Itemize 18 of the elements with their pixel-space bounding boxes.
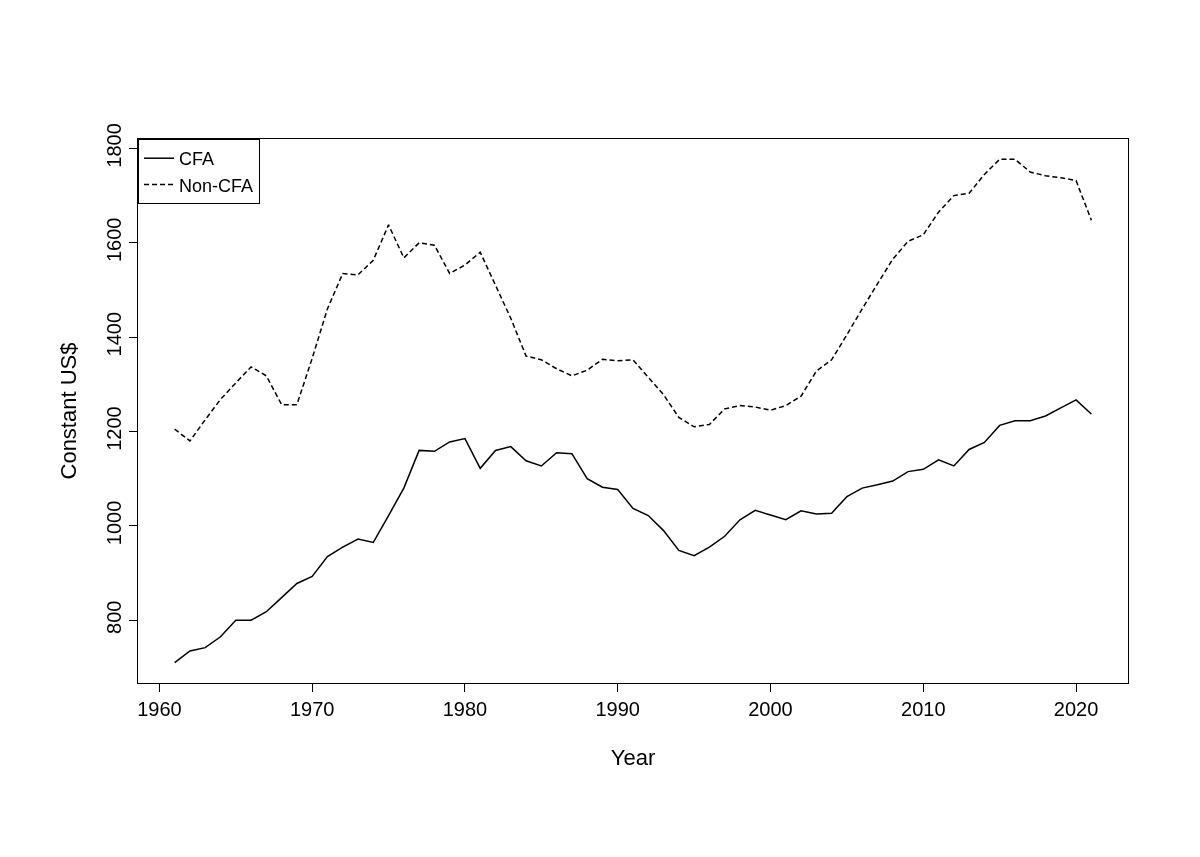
y-axis-title: Constant US$ [55, 342, 81, 480]
x-tick-label: 2020 [1053, 698, 1099, 720]
y-tick-label: 1800 [103, 123, 125, 168]
x-axis-title: Year [610, 744, 656, 770]
y-tick-label: 1600 [103, 217, 125, 263]
x-tick-label: 2010 [901, 698, 946, 720]
y-tick-label: 1000 [103, 500, 125, 546]
line-series [173, 399, 1093, 664]
x-tick-label: 1960 [137, 698, 182, 720]
y-tick-label: 800 [103, 600, 125, 634]
legend-label: CFA [179, 149, 215, 170]
x-tick-label: 2000 [748, 698, 793, 720]
x-tick-label: 1970 [289, 698, 335, 720]
y-tick-label: 1200 [103, 406, 125, 451]
x-tick-label: 1980 [442, 698, 488, 720]
legend-label: Non-CFA [179, 175, 254, 196]
y-tick-label: 1400 [103, 311, 125, 357]
x-tick-label: 1990 [595, 698, 640, 720]
